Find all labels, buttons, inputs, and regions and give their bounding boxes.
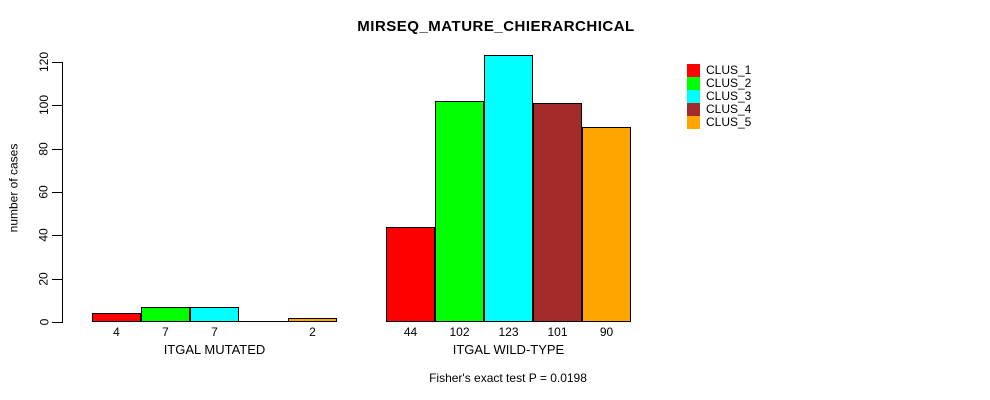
bar-clus_2	[435, 101, 484, 322]
legend-item-clus_3: CLUS_3	[687, 90, 751, 103]
y-tick-label-text: 120	[37, 51, 51, 73]
y-tick-mark	[52, 149, 62, 150]
legend-item-clus_2: CLUS_2	[687, 77, 751, 90]
y-tick-label: 40	[32, 215, 56, 255]
bar-clus_5	[288, 318, 337, 322]
bar-value-label: 2	[309, 325, 316, 339]
y-tick-label: 60	[32, 172, 56, 212]
legend-label: CLUS_2	[706, 76, 752, 90]
y-tick-mark	[52, 279, 62, 280]
legend-label: CLUS_5	[706, 115, 752, 129]
bar-clus_3	[484, 55, 533, 322]
legend-item-clus_1: CLUS_1	[687, 64, 751, 77]
legend-label: CLUS_4	[706, 102, 752, 116]
y-tick-label: 20	[32, 259, 56, 299]
bar-clus_1	[386, 227, 435, 322]
legend: CLUS_1 CLUS_2 CLUS_3 CLUS_4 CLUS_5	[687, 64, 751, 129]
y-tick-label-text: 0	[37, 318, 51, 326]
y-axis-title-text: number of cases	[6, 143, 20, 233]
bar-value-label: 101	[547, 325, 568, 339]
bar-value-label: 44	[403, 325, 418, 339]
y-axis-line	[62, 62, 63, 323]
legend-item-clus_4: CLUS_4	[687, 103, 751, 116]
bar-value-label: 90	[599, 325, 614, 339]
y-tick-label: 120	[32, 42, 56, 82]
x-group-label-itgal-mutated: ITGAL MUTATED	[163, 342, 266, 357]
legend-swatch-icon	[687, 64, 700, 77]
bar-value-label: 102	[449, 325, 470, 339]
y-tick-mark	[52, 192, 62, 193]
y-tick-label-text: 20	[36, 272, 51, 286]
legend-swatch-icon	[687, 90, 700, 103]
fisher-test-annotation: Fisher's exact test P = 0.0198	[429, 371, 587, 385]
bar-clus_5	[582, 127, 631, 322]
y-tick-label: 80	[32, 129, 56, 169]
bar-clus_3	[190, 307, 239, 322]
y-tick-label-text: 100	[37, 94, 51, 116]
bar-clus_4	[533, 103, 582, 322]
y-tick-mark	[52, 322, 62, 323]
legend-swatch-icon	[687, 116, 700, 129]
bar-clus_2	[141, 307, 190, 322]
legend-label: CLUS_1	[706, 63, 752, 77]
x-group-label-itgal-wild-type: ITGAL WILD-TYPE	[452, 342, 565, 357]
y-tick-label-text: 40	[36, 228, 51, 242]
y-tick-mark	[52, 235, 62, 236]
bar-value-label: 123	[498, 325, 519, 339]
bar-clus_1	[92, 313, 141, 322]
bar-value-label: 7	[211, 325, 218, 339]
y-axis-title: number of cases	[1, 128, 25, 248]
y-tick-label-text: 60	[36, 185, 51, 199]
bar-value-label: 4	[113, 325, 120, 339]
bar-clus_4-zero	[239, 321, 288, 322]
y-tick-label: 0	[32, 302, 56, 342]
y-tick-mark	[52, 105, 62, 106]
chart-title: MIRSEQ_MATURE_CHIERARCHICAL	[357, 18, 635, 35]
bar-value-label: 7	[162, 325, 169, 339]
legend-label: CLUS_3	[706, 89, 752, 103]
y-tick-label-text: 80	[36, 142, 51, 156]
legend-item-clus_5: CLUS_5	[687, 116, 751, 129]
legend-swatch-icon	[687, 103, 700, 116]
y-tick-mark	[52, 62, 62, 63]
legend-swatch-icon	[687, 77, 700, 90]
y-tick-label: 100	[32, 85, 56, 125]
